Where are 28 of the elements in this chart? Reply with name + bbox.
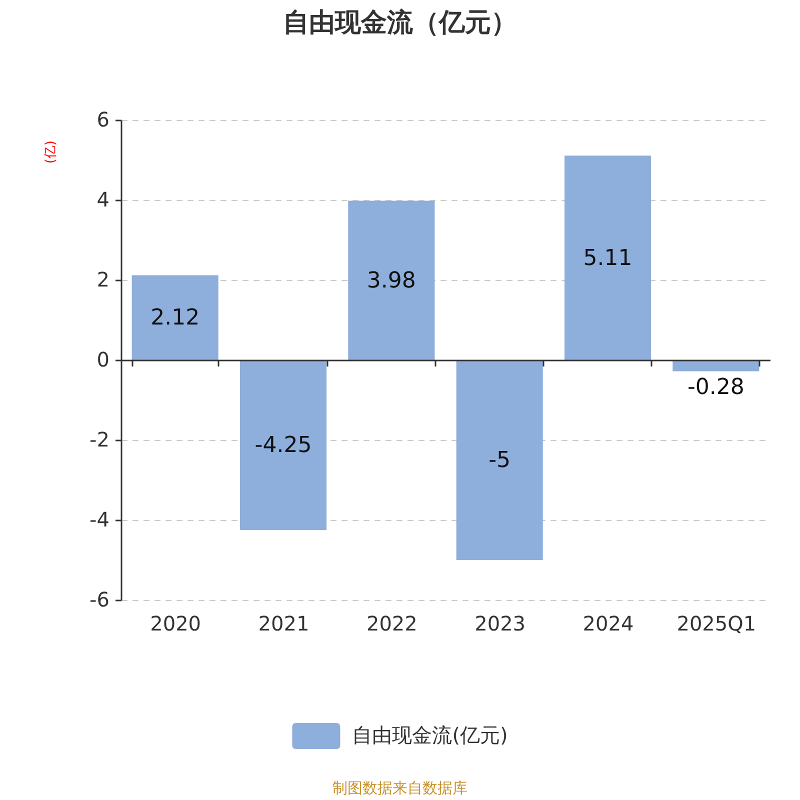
data-label: 2.12 — [150, 306, 200, 331]
x-tick-label: 2021 — [258, 612, 310, 636]
y-tick-label: -6 — [90, 588, 110, 612]
x-tick-label: 2025Q1 — [676, 612, 756, 636]
bar — [132, 275, 218, 360]
x-tick-label: 2020 — [150, 612, 202, 636]
legend-label: 自由现金流(亿元) — [352, 723, 508, 747]
data-label: -5 — [488, 448, 511, 473]
y-tick-label: 0 — [96, 348, 110, 372]
y-tick-label: 2 — [96, 268, 110, 292]
data-label: -4.25 — [254, 433, 312, 458]
bar — [348, 200, 435, 360]
source-note: 制图数据来自数据库 — [332, 779, 468, 797]
data-label: -0.28 — [687, 375, 744, 400]
x-tick-label: 2022 — [366, 612, 418, 636]
data-label: 5.11 — [583, 246, 632, 271]
y-axis-title: (亿) — [44, 140, 59, 164]
y-tick-label: -2 — [90, 428, 110, 452]
chart-title: 自由现金流（亿元） — [283, 8, 517, 38]
y-tick-label: -4 — [90, 508, 110, 532]
y-tick-label: 6 — [96, 108, 110, 132]
bar — [564, 156, 652, 360]
x-tick-label: 2024 — [582, 612, 634, 636]
bar — [240, 360, 327, 530]
x-tick-label: 2023 — [474, 612, 526, 636]
bar — [456, 360, 543, 560]
y-tick-label: 4 — [96, 188, 110, 212]
data-label: 3.98 — [366, 268, 416, 294]
